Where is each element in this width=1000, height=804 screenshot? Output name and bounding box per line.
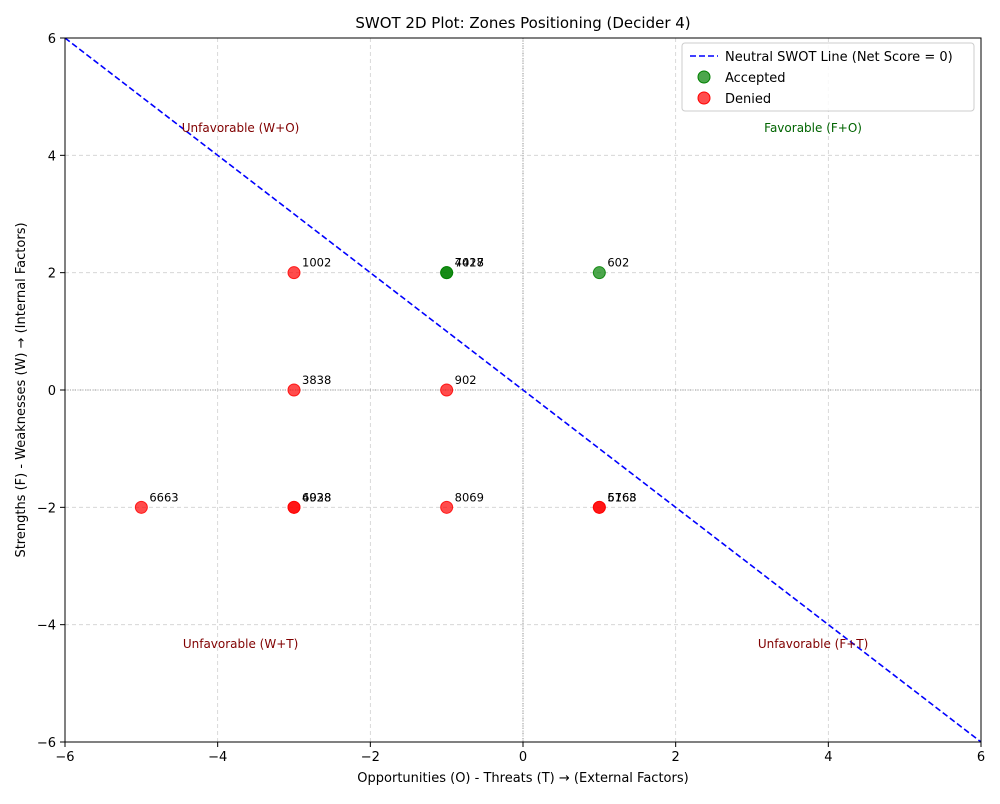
data-point-denied: [287, 266, 301, 280]
legend-box: [681, 42, 975, 112]
point-label: 6938: [302, 490, 331, 504]
y-tick-label: 2: [48, 267, 56, 282]
x-tick-label: 6: [977, 750, 985, 765]
data-point-accepted: [440, 266, 454, 280]
legend-entry: Denied: [725, 92, 771, 107]
data-point-denied: [440, 500, 454, 514]
point-label: 3838: [302, 373, 331, 387]
point-label: 7017: [455, 256, 484, 270]
x-tick-label: −4: [208, 750, 227, 765]
zone-label: Favorable (F+O): [764, 121, 862, 135]
x-axis-label: Opportunities (O) - Threats (T) → (Exter…: [357, 771, 688, 786]
point-label: 5168: [607, 490, 636, 504]
point-label: 602: [607, 256, 629, 270]
x-tick-label: −6: [55, 750, 74, 765]
y-tick-label: −2: [37, 501, 56, 516]
y-tick-label: 4: [48, 149, 56, 164]
zone-label: Unfavorable (F+T): [758, 637, 869, 651]
point-label: 4428: [455, 256, 484, 270]
data-point-denied: [287, 500, 301, 514]
y-tick-label: 0: [48, 384, 56, 399]
neutral-line-layer: [64, 37, 982, 743]
point-label: 6663: [149, 490, 178, 504]
x-tick-label: 4: [824, 750, 832, 765]
data-point-denied: [440, 383, 454, 397]
zone-label: Unfavorable (W+T): [183, 637, 298, 651]
zone-labels: Unfavorable (W+O) Favorable (F+O) Unfavora…: [182, 121, 869, 651]
x-tick-label: 0: [519, 750, 527, 765]
y-tick-label: −4: [37, 619, 56, 634]
neutral-swot-line: [64, 37, 982, 743]
legend-marker-accepted: [697, 70, 711, 84]
legend: Neutral SWOT Line (Net Score = 0) Accepte…: [681, 42, 975, 112]
data-point-denied: [592, 500, 606, 514]
data-point-denied: [134, 500, 148, 514]
zone-label: Unfavorable (W+O): [182, 121, 300, 135]
legend-entry: Accepted: [725, 71, 786, 86]
legend-entry: Neutral SWOT Line (Net Score = 0): [725, 50, 953, 65]
chart-title: SWOT 2D Plot: Zones Positioning (Decider…: [355, 14, 690, 32]
data-point-denied: [287, 383, 301, 397]
point-label: 4028: [302, 490, 331, 504]
point-label: 902: [455, 373, 477, 387]
x-tick-label: −2: [361, 750, 380, 765]
x-tick-label: 2: [672, 750, 680, 765]
data-point-accepted: [592, 266, 606, 280]
point-label: 6763: [607, 490, 636, 504]
y-tick-label: −6: [37, 736, 56, 751]
axes: −6−6 −4 −4 −2 −2 0 0 2 2 4 4 6 6: [37, 32, 985, 765]
point-label: 1002: [302, 256, 331, 270]
point-label: 8069: [455, 490, 484, 504]
legend-marker-denied: [697, 91, 711, 105]
y-axis-label: Strengths (F) - Weaknesses (W) → (Intern…: [14, 222, 29, 557]
y-tick-label: 6: [48, 32, 56, 47]
